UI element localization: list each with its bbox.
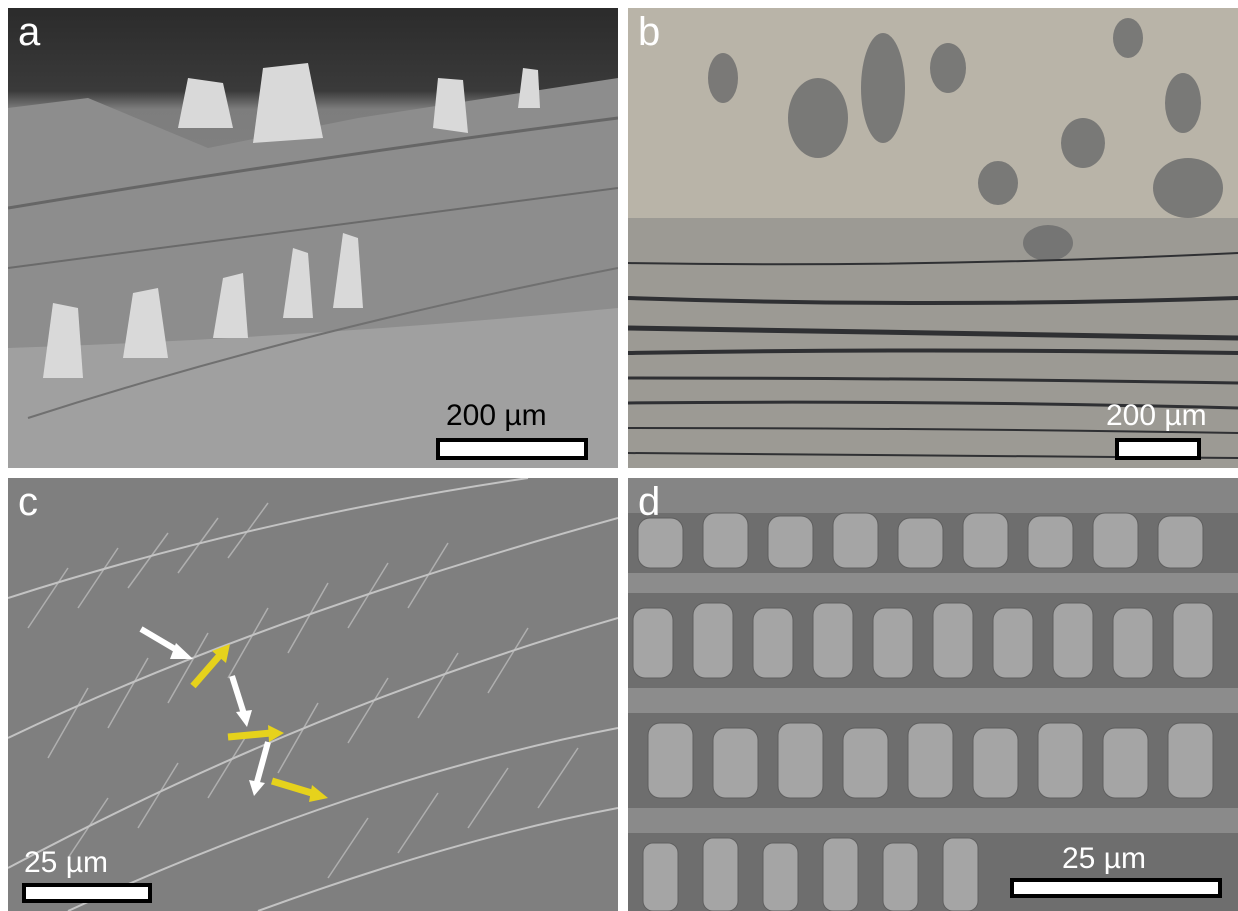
yellow-arrow-3-icon <box>270 777 328 802</box>
panel-a-label: a <box>18 10 41 54</box>
panel-a-scale-text: 200 µm <box>446 399 547 432</box>
panel-d: d 25 µm <box>628 478 1238 911</box>
panel-a-scalebar <box>436 438 588 460</box>
panel-d-scalebar <box>1010 878 1222 898</box>
yellow-arrow-2-icon <box>227 725 284 742</box>
white-arrow-3-icon <box>249 741 271 796</box>
panel-c-label: c <box>18 480 38 524</box>
white-arrow-2-icon <box>229 675 252 727</box>
panel-c-image <box>8 478 618 911</box>
panel-b-image <box>628 8 1238 468</box>
panel-a: a 200 µm <box>8 8 618 468</box>
panel-c-scalebar <box>22 883 152 903</box>
panel-b-scalebar <box>1115 438 1201 460</box>
panel-b-label: b <box>638 10 661 54</box>
panel-c: c 25 µm <box>8 478 618 911</box>
yellow-arrow-1-icon <box>190 644 230 689</box>
panel-c-scale-text: 25 µm <box>24 846 108 879</box>
panel-d-label: d <box>638 480 661 524</box>
panel-d-scale-text: 25 µm <box>1062 842 1146 875</box>
white-arrow-1-icon <box>139 626 193 659</box>
panel-d-image <box>628 478 1238 911</box>
panel-b-scale-text: 200 µm <box>1106 399 1207 432</box>
panel-b: b 200 µm <box>628 8 1238 468</box>
panel-a-image <box>8 8 618 468</box>
